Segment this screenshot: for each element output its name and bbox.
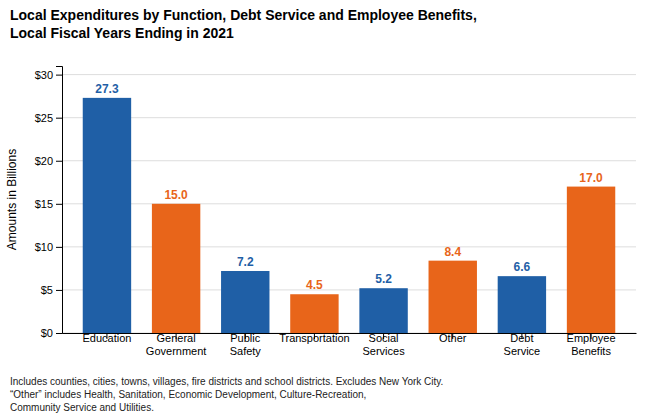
tick-mark	[56, 247, 62, 248]
tick: $0	[41, 327, 62, 339]
tick-label: $15	[35, 198, 53, 210]
tick: $25	[35, 112, 62, 124]
text-line: Benefits	[571, 345, 611, 357]
tick: $10	[35, 241, 62, 253]
grid-line	[62, 203, 636, 204]
text-line: “Other” includes Health, Sanitation, Eco…	[10, 389, 366, 400]
data-label: 7.2	[237, 255, 254, 269]
text-line: Social	[369, 332, 399, 344]
grid-line	[62, 74, 636, 75]
tick: $5	[41, 284, 62, 296]
tick-label: SocialServices	[362, 332, 405, 357]
tick-label: $25	[35, 112, 53, 124]
data-label: 27.3	[95, 82, 119, 96]
text-line: Government	[146, 345, 207, 357]
tick: Other	[439, 332, 467, 344]
tick-label: $30	[35, 69, 53, 81]
data-label: 4.5	[306, 278, 323, 292]
tick-label: DebtService	[504, 332, 541, 357]
tick-label: $20	[35, 155, 53, 167]
tick: $20	[35, 155, 62, 167]
tick-mark	[56, 290, 62, 291]
text-line: Service	[504, 345, 541, 357]
plot: 27.3 15.0 7.2 4.5 5.2 8.4 6.6 17.0 $0 $5 $10 $15 $20…	[35, 67, 637, 358]
tick-mark	[56, 118, 62, 119]
bar	[152, 204, 200, 333]
tick-label: Education	[82, 332, 131, 344]
tick: $15	[35, 198, 62, 210]
bar	[83, 98, 131, 333]
text-line: Services	[362, 345, 405, 357]
data-label: 8.4	[444, 245, 461, 259]
bar	[221, 271, 269, 333]
tick-mark	[56, 333, 62, 334]
tick: Transportation	[279, 332, 350, 344]
bar	[429, 261, 477, 333]
text-line: Education	[82, 332, 131, 344]
bar	[359, 288, 407, 333]
tick: PublicSafety	[230, 332, 262, 357]
y-axis: $0 $5 $10 $15 $20 $25 $30	[35, 67, 63, 340]
tick: SocialServices	[362, 332, 405, 357]
x-axis: Education GeneralGovernment PublicSafety Tr…	[63, 332, 637, 357]
grid	[62, 75, 636, 333]
tick-mark	[56, 75, 62, 76]
text-line: Employee	[567, 332, 616, 344]
grid-line	[62, 246, 636, 247]
grid-line	[62, 289, 636, 290]
footnote: Includes counties, cities, towns, villag…	[10, 376, 443, 413]
tick-label: Other	[439, 332, 467, 344]
bar	[290, 294, 338, 333]
tick-label: EmployeeBenefits	[567, 332, 616, 357]
data-label: 6.6	[514, 260, 531, 274]
chart: Local Expenditures by Function, Debt Ser…	[0, 0, 650, 419]
tick-mark	[56, 161, 62, 162]
text-line: Community Service and Utilities.	[10, 402, 154, 413]
tick: GeneralGovernment	[146, 332, 207, 357]
title: Local Expenditures by Function, Debt Ser…	[10, 7, 477, 41]
grid-line	[62, 160, 636, 161]
text-line: Safety	[230, 345, 262, 357]
tick-label: $0	[41, 327, 53, 339]
text-line: General	[157, 332, 196, 344]
bars	[83, 98, 616, 333]
text-line: Local Fiscal Years Ending in 2021	[10, 25, 234, 41]
text-line: Public	[230, 332, 260, 344]
data-labels: 27.3 15.0 7.2 4.5 5.2 8.4 6.6 17.0	[95, 82, 603, 292]
text-line: Transportation	[279, 332, 350, 344]
tick-label: GeneralGovernment	[146, 332, 207, 357]
tick: EmployeeBenefits	[567, 332, 616, 357]
axis-line	[56, 67, 63, 334]
tick-mark	[56, 204, 62, 205]
text-line: Local Expenditures by Function, Debt Ser…	[10, 7, 477, 23]
bar	[567, 187, 615, 333]
data-label: 5.2	[375, 272, 392, 286]
tick-label: PublicSafety	[230, 332, 262, 357]
y-axis-title: Amounts in Billions	[5, 149, 19, 250]
tick: Education	[82, 332, 131, 344]
data-label: 15.0	[164, 188, 188, 202]
text-line: Other	[439, 332, 467, 344]
data-label: 17.0	[579, 171, 603, 185]
tick-label: Transportation	[279, 332, 350, 344]
tick: $30	[35, 69, 62, 81]
text-line: Includes counties, cities, towns, villag…	[10, 376, 443, 387]
tick: DebtService	[504, 332, 541, 357]
tick-label: $10	[35, 241, 53, 253]
tick-label: $5	[41, 284, 53, 296]
grid-line	[62, 117, 636, 118]
text-line: Debt	[510, 332, 533, 344]
bar	[498, 276, 546, 333]
